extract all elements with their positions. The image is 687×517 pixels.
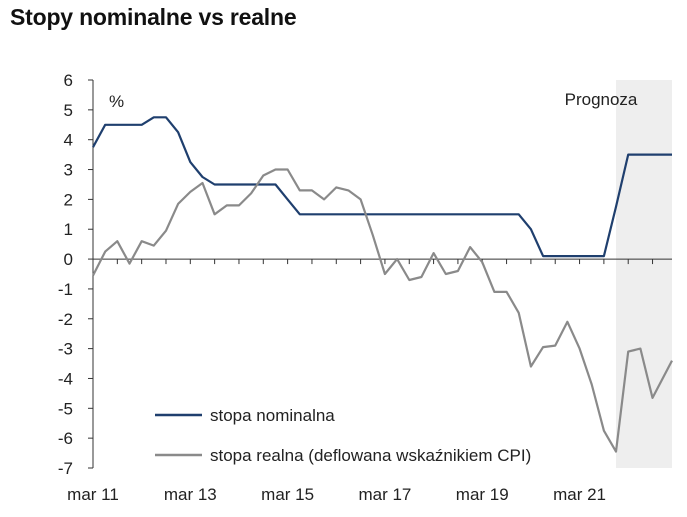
y-tick-label: 4 (64, 131, 73, 150)
y-tick-label: 2 (64, 190, 73, 209)
legend-label: stopa nominalna (210, 406, 335, 425)
series-line-2 (92, 168, 673, 453)
y-tick-label: 6 (64, 71, 73, 90)
x-tick-label: mar 21 (553, 485, 606, 504)
unit-label: % (109, 92, 124, 111)
series-lines (92, 116, 673, 453)
x-axis: mar 11 mar 13 mar 15 mar 17 mar 19 mar 21 (67, 258, 672, 504)
x-tick-label: mar 17 (358, 485, 411, 504)
x-tick-label: mar 11 (67, 485, 119, 504)
forecast-shading (616, 80, 672, 468)
series-line-1 (92, 116, 672, 258)
y-tick-label: -3 (58, 340, 73, 359)
x-tick-label: mar 15 (261, 485, 314, 504)
y-tick-label: -1 (58, 280, 73, 299)
forecast-label: Prognoza (565, 90, 638, 109)
y-tick-label: -6 (58, 429, 73, 448)
y-tick-label: 3 (64, 161, 73, 180)
chart-title: Stopy nominalne vs realne (10, 4, 297, 30)
y-tick-label: -7 (58, 459, 73, 478)
x-tick-label: mar 19 (456, 485, 509, 504)
y-tick-label: -4 (58, 369, 73, 388)
legend-label: stopa realna (deflowana wskaźnikiem CPI) (210, 446, 531, 465)
y-tick-label: 5 (64, 101, 73, 120)
x-tick-label: mar 13 (164, 485, 217, 504)
y-tick-label: 1 (64, 220, 73, 239)
y-tick-label: -2 (58, 310, 73, 329)
y-tick-label: -5 (58, 399, 73, 418)
y-tick-label: 0 (64, 250, 73, 269)
y-axis: 6 5 4 3 2 1 0 -1 -2 -3 -4 -5 -6 -7 (58, 71, 94, 478)
legend: stopa nominalna stopa realna (deflowana w… (155, 406, 531, 465)
